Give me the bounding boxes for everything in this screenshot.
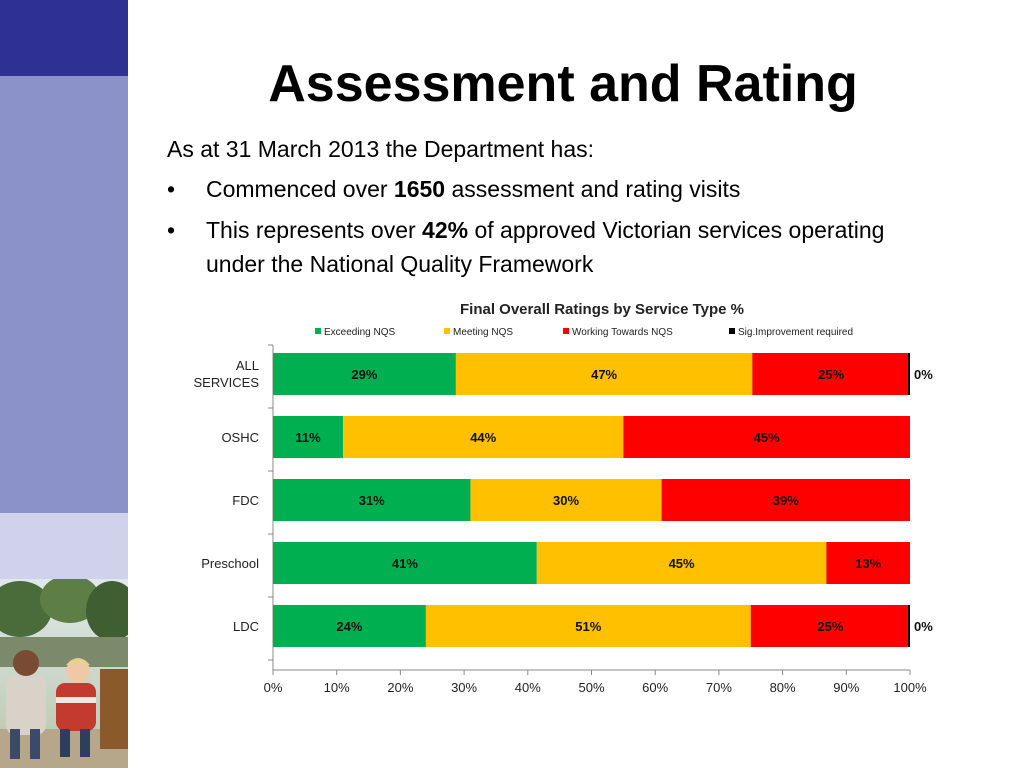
bar-segment [750,605,910,647]
sidebar-band-mid [0,76,128,513]
bar-segment [661,479,910,521]
bullet-text-before: This represents over [206,217,423,243]
legend-label: Working Towards NQS [572,327,673,338]
bullet-text-before: Commenced over [206,176,394,202]
category-label: SERVICES [193,375,259,390]
bar-segment [273,353,456,395]
bullet-highlight: 42% [422,217,469,243]
legend-swatch [444,328,450,334]
legend-swatch [729,328,735,334]
bar-segment [455,353,753,395]
data-label: 45% [669,556,695,571]
bullet-text-after: assessment and rating visits [445,176,741,202]
data-label: 39% [773,493,799,508]
data-label: 41% [392,556,418,571]
stacked-bar-chart: Final Overall Ratings by Service Type % E… [193,301,933,695]
bar-segment [343,416,624,458]
data-label: 0% [914,619,933,634]
category-label: ALL [236,358,259,373]
x-tick-label: 90% [833,680,859,695]
x-tick-label: 50% [578,680,604,695]
data-label: 45% [754,430,780,445]
sidebar-band-light [0,513,128,579]
data-label: 30% [553,493,579,508]
data-label: 25% [817,619,843,634]
data-label: 24% [336,619,362,634]
bar-segment [826,542,910,584]
bullet-highlight: 1650 [393,176,446,202]
bar-segment [752,353,910,395]
category-label: OSHC [221,430,259,445]
category-label: LDC [233,619,259,634]
chart-title: Final Overall Ratings by Service Type % [460,301,744,318]
x-tick-label: 80% [770,680,796,695]
bullet-text: This represents over 42% of approved Vic… [206,213,906,281]
bullet-item: • Commenced over 1650 assessment and rat… [167,172,907,208]
x-tick-label: 20% [387,680,413,695]
x-tick-label: 10% [324,680,350,695]
legend-label: Meeting NQS [453,327,513,338]
bullet-text: Commenced over 1650 assessment and ratin… [206,172,906,206]
intro-text: As at 31 March 2013 the Department has: [167,136,595,162]
category-label: FDC [232,493,259,508]
data-label: 44% [470,430,496,445]
x-tick-label: 70% [706,680,732,695]
x-tick-label: 0% [264,680,283,695]
bullet-item: • This represents over 42% of approved V… [167,213,907,283]
children-photo [0,579,128,768]
legend-label: Sig.Improvement required [738,327,853,338]
data-label: 25% [818,367,844,382]
category-label: Preschool [201,556,259,571]
bullet-symbol: • [167,217,176,243]
bar-segment [908,605,910,647]
legend-swatch [315,328,321,334]
data-label: 0% [914,367,933,382]
x-tick-label: 40% [515,680,541,695]
decorative-sidebar [0,0,128,768]
sidebar-band-dark [0,0,128,76]
bullet-text-after: of approved Victorian services operating… [206,217,885,277]
legend-label: Exceeding NQS [324,327,395,338]
bar-segment [273,605,426,647]
bar-segment [273,416,344,458]
bar-segment [908,353,910,395]
bar-segment [425,605,751,647]
data-label: 11% [295,430,321,445]
x-tick-label: 100% [893,680,927,695]
data-label: 31% [359,493,385,508]
data-label: 13% [855,556,881,571]
x-tick-label: 30% [451,680,477,695]
data-label: 51% [575,619,601,634]
page-title: Assessment and Rating [268,55,858,113]
data-label: 29% [351,367,377,382]
bar-segment [470,479,662,521]
bar-segment [273,479,471,521]
bullet-symbol: • [167,176,176,202]
bar-segment [536,542,827,584]
legend-swatch [563,328,569,334]
x-tick-label: 60% [642,680,668,695]
data-label: 47% [591,367,617,382]
bar-segment [273,542,537,584]
bar-segment [623,416,910,458]
